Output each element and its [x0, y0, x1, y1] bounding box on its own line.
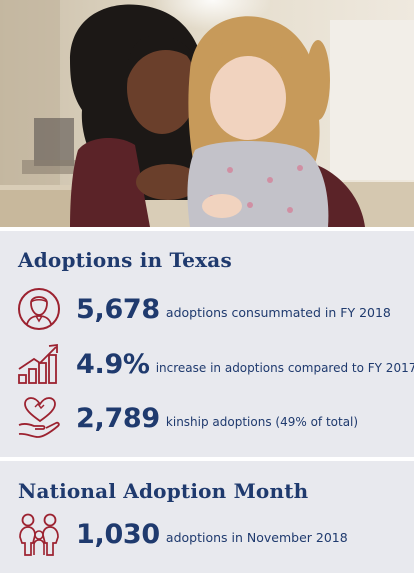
family-icon [16, 511, 64, 557]
stat-label: increase in adoptions compared to FY 201… [155, 360, 414, 375]
stat-value: 1,030 [76, 518, 160, 550]
heart-in-hand-icon [16, 395, 64, 441]
mother-and-daughter-photo [0, 0, 414, 227]
stat-label: adoptions consummated in FY 2018 [165, 305, 391, 320]
stat-value: 4.9% [76, 348, 150, 380]
person-icon [16, 286, 64, 332]
national-section-title: National Adoption Month [18, 479, 309, 503]
stat-adoption-increase: 4.9% increase in adoptions compared to F… [16, 341, 414, 387]
stat-label: kinship adoptions (49% of total) [165, 414, 359, 429]
hero-photo [0, 0, 414, 227]
rising-bar-chart-icon [16, 341, 64, 387]
stat-adoptions-consummated: 5,678 adoptions consummated in FY 2018 [16, 286, 408, 332]
texas-adoptions-panel: Adoptions in Texas 5,678 adoptions consu… [0, 231, 414, 457]
stat-value: 2,789 [76, 402, 160, 434]
stat-kinship-adoptions: 2,789 kinship adoptions (49% of total) [16, 395, 408, 441]
national-adoption-month-panel: National Adoption Month 1,030 adoptions … [0, 461, 414, 573]
stat-november-adoptions: 1,030 adoptions in November 2018 [16, 511, 408, 557]
stat-label: adoptions in November 2018 [165, 530, 348, 545]
stat-value: 5,678 [76, 293, 160, 325]
texas-section-title: Adoptions in Texas [18, 248, 232, 272]
